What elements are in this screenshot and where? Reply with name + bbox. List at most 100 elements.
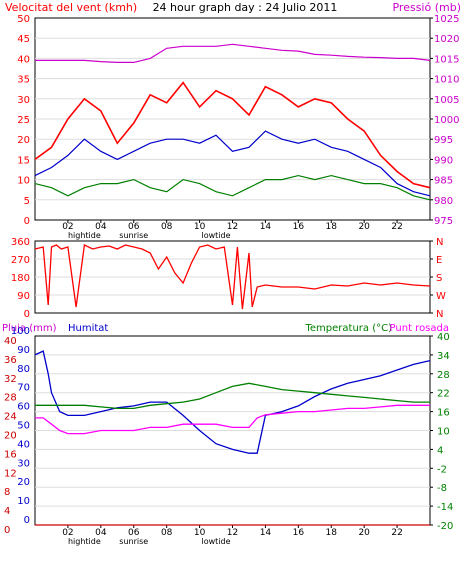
humidity-y-tick-label: 40 — [17, 439, 30, 450]
pressure-y2-tick-label: 1025 — [434, 14, 459, 25]
wind-y-tick-label: 45 — [17, 34, 30, 45]
direction-y-tick-label: 360 — [11, 237, 30, 248]
rain-event-label: hightide — [68, 537, 101, 546]
rain-x-tick-label: 08 — [161, 528, 173, 538]
rain-y-tick-label: 0 — [4, 525, 10, 536]
dewpoint-label: Punt rosada — [390, 323, 449, 334]
temperature-y2-tick-label: 4 — [437, 445, 443, 456]
temperature-y2-tick-label: -2 — [437, 464, 447, 475]
wind-x-tick-label: 18 — [326, 222, 338, 232]
temperature-y2-tick-label: -8 — [437, 483, 447, 494]
wind-x-tick-label: 12 — [227, 222, 238, 232]
humidity-label: Humitat — [68, 323, 108, 334]
temperature-label: Temperatura (°C) — [304, 323, 392, 334]
wind-y-tick-label: 5 — [24, 196, 30, 207]
wind-x-tick-label: 02 — [62, 222, 73, 232]
rain-x-tick-label: 14 — [260, 528, 272, 538]
temperature-y2-tick-label: -14 — [437, 502, 453, 513]
rain-y-tick-label: 16 — [4, 449, 17, 460]
humidity-y-tick-label: 20 — [17, 477, 30, 488]
humidity-y-tick-label: 60 — [17, 402, 30, 413]
wind-y-tick-label: 25 — [17, 115, 30, 126]
rain-x-tick-label: 20 — [358, 528, 370, 538]
rain-x-tick-label: 10 — [194, 528, 206, 538]
rain-x-tick-label: 06 — [128, 528, 140, 538]
direction-y2-tick-label: S — [436, 273, 442, 284]
rain-y-tick-label: 40 — [4, 336, 17, 347]
humidity-y-tick-label: 70 — [17, 383, 30, 394]
direction-y-tick-label: 0 — [24, 309, 30, 320]
pressure-y2-tick-label: 995 — [434, 135, 453, 146]
wind-y-tick-label: 50 — [17, 14, 30, 25]
humidity-y-tick-label: 0 — [24, 515, 30, 526]
pressure-label: Pressió (mb) — [392, 1, 461, 14]
wind-x-tick-label: 20 — [358, 222, 370, 232]
wind-x-tick-label: 08 — [161, 222, 173, 232]
wind-speed-label: Velocitat del vent (kmh) — [5, 1, 137, 14]
wind-event-label: lowtide — [202, 231, 231, 240]
wind-event-label: sunrise — [119, 231, 148, 240]
temperature-y2-tick-label: 22 — [437, 389, 450, 400]
direction-y2-tick-label: N — [436, 309, 443, 320]
wind-y-tick-label: 0 — [24, 216, 30, 227]
temperature-y2-tick-label: 16 — [437, 408, 450, 419]
rain-event-label: sunrise — [119, 537, 148, 546]
rain-event-label: lowtide — [202, 537, 231, 546]
pressure-y2-tick-label: 980 — [434, 196, 453, 207]
rain-y-tick-label: 20 — [4, 431, 17, 442]
wind-x-tick-label: 16 — [293, 222, 305, 232]
wind-x-tick-label: 06 — [128, 222, 140, 232]
wind-pressure-series-line — [35, 43, 431, 64]
chart-title: 24 hour graph day : 24 Julio 2011 — [153, 1, 338, 14]
pressure-y2-tick-label: 1020 — [434, 34, 459, 45]
humidity-y-tick-label: 10 — [17, 496, 30, 507]
rain-y-tick-label: 32 — [4, 374, 17, 385]
rain-x-tick-label: 18 — [326, 528, 338, 538]
direction-y-tick-label: 90 — [17, 291, 30, 302]
rain-y-tick-label: 4 — [4, 506, 10, 517]
direction-y-tick-label: 270 — [11, 255, 30, 266]
direction-direction-series-line — [34, 244, 431, 310]
wind-y-tick-label: 35 — [17, 75, 30, 86]
rain-x-tick-label: 02 — [62, 528, 73, 538]
wind-x-tick-label: 04 — [95, 222, 107, 232]
rain-y-tick-label: 24 — [4, 412, 17, 423]
humidity-y-tick-label: 90 — [17, 345, 30, 356]
pressure-y2-tick-label: 975 — [434, 216, 453, 227]
rain-humidity-series-line — [34, 350, 431, 454]
wind-gust-series-line — [34, 81, 431, 189]
temperature-y2-tick-label: -20 — [437, 521, 453, 532]
wind-min-series-line — [34, 174, 431, 201]
wind-y-tick-label: 40 — [17, 54, 30, 65]
wind-event-label: hightide — [68, 231, 101, 240]
wind-y-tick-label: 30 — [17, 95, 30, 106]
temperature-y2-tick-label: 28 — [437, 370, 450, 381]
direction-y2-tick-label: W — [436, 291, 446, 302]
direction-y-tick-label: 180 — [11, 273, 30, 284]
rain-y-tick-label: 28 — [4, 393, 17, 404]
rain-dewpoint-series-line — [35, 404, 430, 435]
direction-y2-tick-label: N — [436, 237, 443, 248]
rain-y-tick-label: 36 — [4, 355, 17, 366]
wind-average-series-line — [34, 130, 431, 197]
rain-x-tick-label: 22 — [391, 528, 402, 538]
humidity-y-tick-label: 100 — [11, 326, 30, 337]
humidity-y-tick-label: 30 — [17, 458, 30, 469]
rain-x-tick-label: 04 — [95, 528, 107, 538]
pressure-y2-tick-label: 1010 — [434, 75, 459, 86]
pressure-y2-tick-label: 1005 — [434, 95, 459, 106]
rain-x-tick-label: 12 — [227, 528, 238, 538]
rain-label: Pluja (mm) — [2, 323, 57, 334]
wind-x-tick-label: 10 — [194, 222, 206, 232]
pressure-y2-tick-label: 990 — [434, 155, 453, 166]
rain-x-tick-label: 16 — [293, 528, 305, 538]
pressure-y2-tick-label: 1015 — [434, 54, 459, 65]
wind-x-tick-label: 22 — [391, 222, 402, 232]
humidity-y-tick-label: 80 — [17, 364, 30, 375]
wind-x-tick-label: 14 — [260, 222, 272, 232]
wind-y-tick-label: 15 — [17, 155, 30, 166]
pressure-y2-tick-label: 985 — [434, 176, 453, 187]
temperature-y2-tick-label: 34 — [437, 351, 450, 362]
wind-y-tick-label: 10 — [17, 176, 30, 187]
